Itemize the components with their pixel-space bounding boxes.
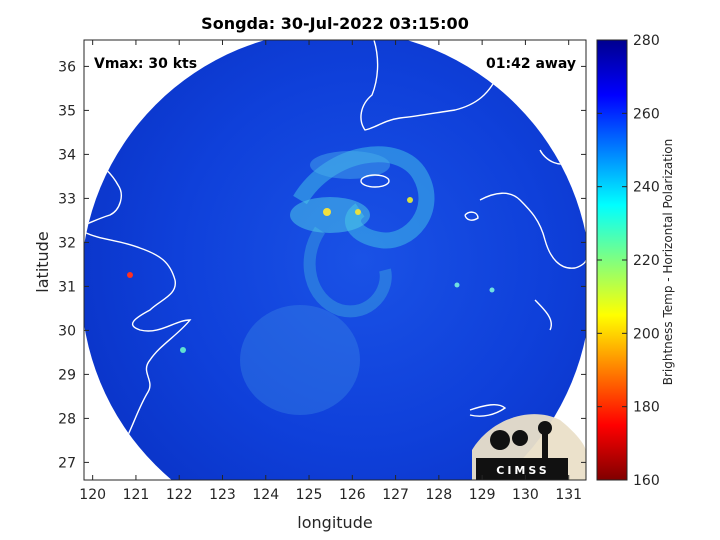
colorbar-label: Brightness Temp - Horizontal Polarizatio… <box>661 139 675 386</box>
x-axis-label: longitude <box>297 513 372 532</box>
swath-layer: CIMSS <box>84 40 586 480</box>
x-tick-label: 121 <box>123 487 150 503</box>
y-tick-label: 31 <box>58 279 76 295</box>
hot-spot <box>454 282 460 288</box>
y-tick-label: 36 <box>58 59 76 75</box>
colorbar-tick-label: 260 <box>633 106 660 122</box>
colorbar-tick-label: 280 <box>633 33 660 49</box>
colorbar-tick-label: 200 <box>633 326 660 342</box>
x-tick-label: 127 <box>382 487 409 503</box>
hot-spot <box>323 208 331 216</box>
y-tick-label: 35 <box>58 103 76 119</box>
hot-spot <box>407 197 413 203</box>
rain-region-south <box>240 305 360 415</box>
spiral-band <box>293 146 435 249</box>
plot-title: Songda: 30-Jul-2022 03:15:00 <box>201 14 469 33</box>
y-tick-label: 34 <box>58 147 76 163</box>
hot-spot <box>355 209 361 215</box>
x-tick-label: 129 <box>469 487 496 503</box>
x-tick-label: 122 <box>166 487 193 503</box>
y-tick-label: 33 <box>58 191 76 207</box>
convective-core <box>290 197 370 233</box>
y-tick-label: 29 <box>58 367 76 383</box>
y-tick-label: 32 <box>58 235 76 251</box>
band-north <box>310 151 390 179</box>
y-axis: 27 28 29 30 31 32 33 34 35 36 <box>58 59 586 471</box>
y-tick-label: 30 <box>58 323 76 339</box>
colorbar-tick-label: 160 <box>633 473 660 489</box>
x-tick-label: 125 <box>296 487 323 503</box>
colorbar-ticks: 160 180 200 220 240 260 280 <box>597 33 660 489</box>
microwave-swath <box>84 40 586 480</box>
colorbar-tick-label: 240 <box>633 180 660 196</box>
x-axis: 120 121 122 123 124 125 126 127 128 129 130 131 <box>79 40 582 503</box>
storm-features <box>84 40 586 480</box>
spiral-band-inner <box>303 226 392 318</box>
logo-text: CIMSS <box>496 464 549 477</box>
axes-frame <box>83 39 587 481</box>
x-tick-label: 126 <box>339 487 366 503</box>
x-tick-label: 124 <box>252 487 279 503</box>
hot-spot <box>180 347 186 353</box>
y-tick-label: 27 <box>58 455 76 471</box>
x-tick-label: 131 <box>555 487 582 503</box>
time-away-annotation: 01:42 away <box>486 56 576 72</box>
vmax-annotation: Vmax: 30 kts <box>94 56 197 72</box>
x-tick-label: 130 <box>512 487 539 503</box>
y-axis-label: latitude <box>33 231 52 292</box>
y-tick-label: 28 <box>58 411 76 427</box>
x-tick-label: 120 <box>79 487 106 503</box>
hot-spot <box>489 287 495 293</box>
cimss-logo-icon: CIMSS <box>472 414 586 480</box>
colorbar-tick-label: 180 <box>633 400 660 416</box>
x-tick-label: 123 <box>209 487 236 503</box>
hot-spot <box>127 272 133 278</box>
colorbar-tick-label: 220 <box>633 253 660 269</box>
x-tick-label: 128 <box>425 487 452 503</box>
